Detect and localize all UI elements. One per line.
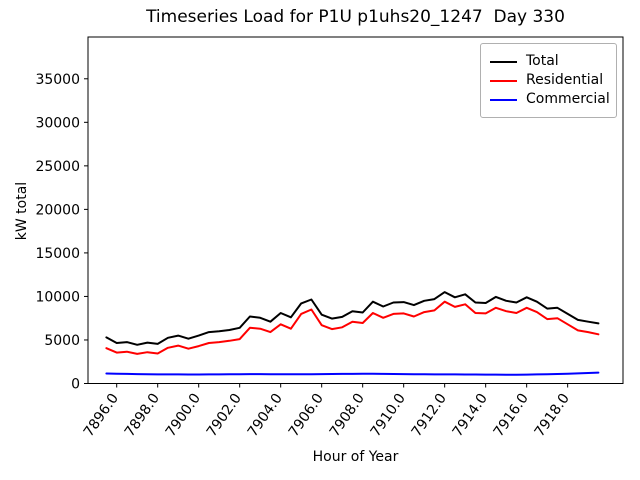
x-tick-label: 7918.0: [532, 391, 573, 440]
x-tick-label: 7912.0: [409, 391, 450, 440]
legend-item-commercial: Commercial: [490, 91, 610, 108]
legend-line-sample: [490, 79, 517, 82]
y-tick-label: 15000: [35, 246, 80, 262]
y-tick-label: 10000: [35, 289, 80, 305]
legend-line-sample: [490, 60, 517, 63]
x-tick-label: 7910.0: [368, 391, 409, 440]
x-tick-label: 7914.0: [450, 391, 491, 440]
y-tick-label: 25000: [35, 159, 80, 175]
legend-item-residential: Residential: [490, 72, 607, 89]
y-tick-label: 0: [71, 377, 80, 393]
legend: Total Residential Commercial: [480, 43, 617, 118]
x-tick-label: 7908.0: [327, 391, 368, 440]
y-tick-label: 30000: [35, 115, 80, 131]
legend-label: Residential: [526, 72, 604, 88]
x-tick-label: 7904.0: [245, 391, 286, 440]
x-axis-label: Hour of Year: [312, 449, 399, 465]
x-tick-label: 7898.0: [122, 391, 163, 440]
series-line-total: [105, 291, 600, 346]
x-tick-label: 7902.0: [204, 391, 245, 440]
legend-label: Commercial: [526, 91, 610, 107]
y-tick-label: 20000: [35, 202, 80, 218]
x-tick-label: 7916.0: [491, 391, 532, 440]
series-line-commercial: [105, 371, 600, 376]
axes-spines: [87, 36, 624, 384]
x-tick-label: 7900.0: [163, 391, 204, 440]
legend-item-total: Total: [490, 53, 607, 70]
y-tick-label: 35000: [35, 72, 80, 88]
legend-label: Total: [526, 53, 559, 69]
series-line-residential: [105, 300, 600, 355]
legend-line-sample: [490, 98, 517, 101]
x-tick-label: 7896.0: [81, 391, 122, 440]
x-tick-label: 7906.0: [286, 391, 327, 440]
y-tick-label: 5000: [44, 333, 80, 349]
chart-title: Timeseries Load for P1U p1uhs20_1247 Day…: [146, 7, 565, 27]
